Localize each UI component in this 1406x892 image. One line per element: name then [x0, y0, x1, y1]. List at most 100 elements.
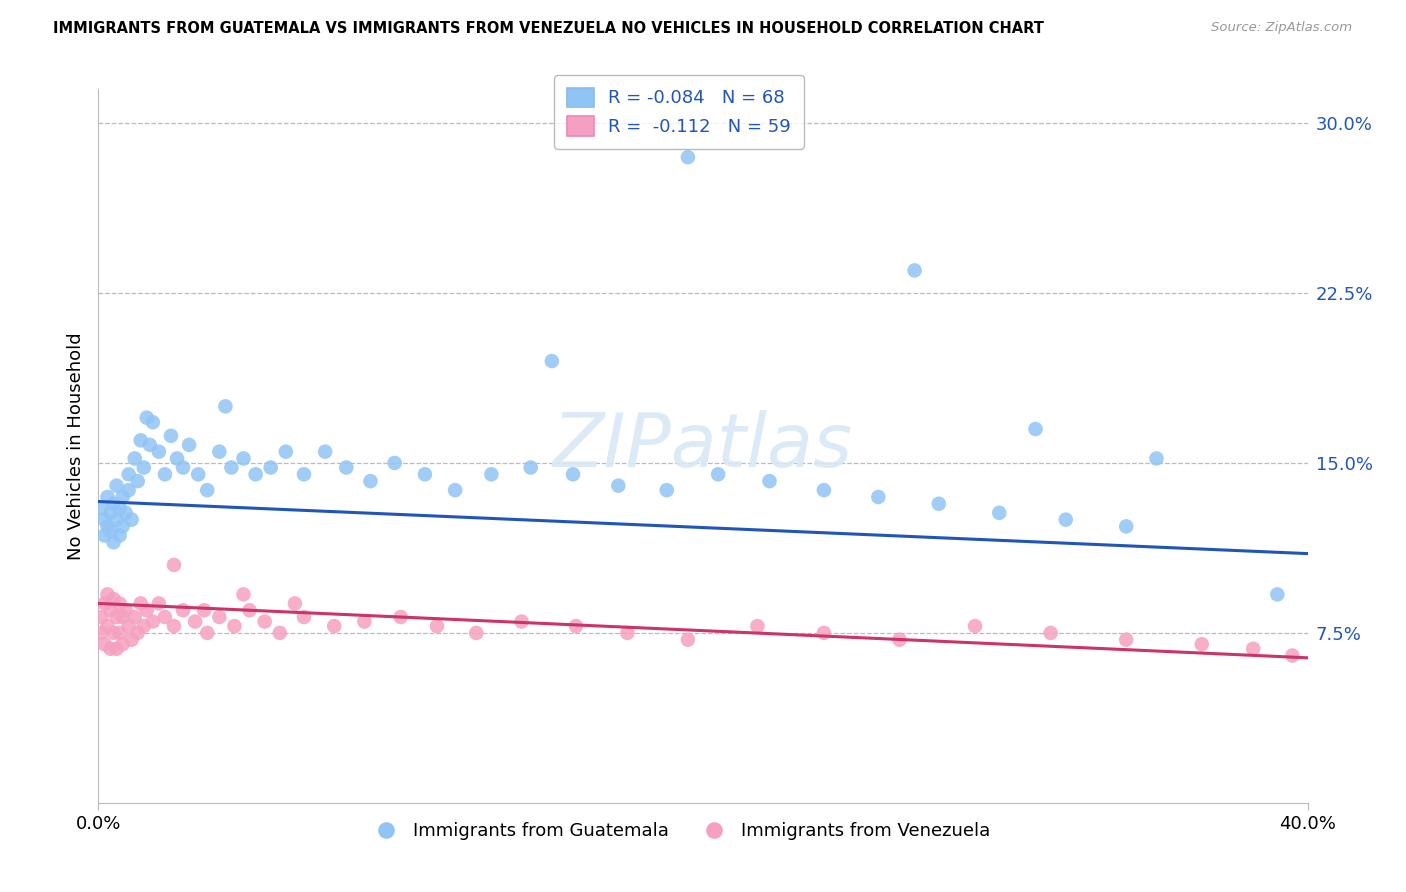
Point	[103, 497, 125, 511]
Point	[118, 467, 141, 482]
Point	[260, 460, 283, 475]
Point	[132, 460, 155, 475]
Point	[103, 626, 125, 640]
Point	[384, 456, 406, 470]
Point	[1039, 626, 1062, 640]
Point	[93, 528, 115, 542]
Point	[111, 519, 134, 533]
Point	[1115, 632, 1137, 647]
Point	[105, 478, 128, 492]
Point	[1144, 451, 1167, 466]
Point	[1241, 641, 1264, 656]
Legend: Immigrants from Guatemala, Immigrants from Venezuela: Immigrants from Guatemala, Immigrants fr…	[360, 815, 997, 847]
Text: ZIPatlas: ZIPatlas	[553, 410, 853, 482]
Point	[1191, 637, 1213, 651]
Point	[96, 619, 118, 633]
Point	[245, 467, 267, 482]
Point	[90, 626, 112, 640]
Point	[360, 474, 382, 488]
Point	[565, 619, 588, 633]
Point	[142, 615, 165, 629]
Y-axis label: No Vehicles in Household: No Vehicles in Household	[66, 332, 84, 560]
Point	[90, 501, 112, 516]
Point	[163, 558, 186, 572]
Text: IMMIGRANTS FROM GUATEMALA VS IMMIGRANTS FROM VENEZUELA NO VEHICLES IN HOUSEHOLD : IMMIGRANTS FROM GUATEMALA VS IMMIGRANTS …	[53, 21, 1045, 37]
Point	[100, 524, 122, 538]
Point	[232, 451, 254, 466]
Point	[148, 444, 170, 458]
Point	[121, 513, 143, 527]
Point	[139, 438, 162, 452]
Point	[114, 506, 136, 520]
Point	[103, 535, 125, 549]
Point	[747, 619, 769, 633]
Point	[121, 632, 143, 647]
Point	[108, 501, 131, 516]
Point	[292, 467, 315, 482]
Point	[1267, 587, 1289, 601]
Point	[1054, 513, 1077, 527]
Point	[118, 619, 141, 633]
Point	[100, 603, 122, 617]
Point	[124, 610, 146, 624]
Point	[124, 451, 146, 466]
Point	[100, 506, 122, 520]
Point	[129, 597, 152, 611]
Point	[195, 483, 218, 498]
Point	[208, 444, 231, 458]
Point	[465, 626, 488, 640]
Point	[166, 451, 188, 466]
Point	[1357, 581, 1379, 595]
Point	[284, 597, 307, 611]
Point	[413, 467, 436, 482]
Point	[153, 610, 176, 624]
Point	[111, 610, 134, 624]
Point	[221, 460, 243, 475]
Point	[232, 587, 254, 601]
Point	[269, 626, 291, 640]
Point	[96, 519, 118, 533]
Point	[676, 150, 699, 164]
Point	[179, 438, 201, 452]
Point	[889, 632, 911, 647]
Point	[813, 483, 835, 498]
Text: Source: ZipAtlas.com: Source: ZipAtlas.com	[1212, 21, 1353, 35]
Point	[607, 478, 630, 492]
Point	[904, 263, 927, 277]
Point	[90, 610, 112, 624]
Point	[1115, 519, 1137, 533]
Point	[481, 467, 503, 482]
Point	[96, 587, 118, 601]
Point	[239, 603, 262, 617]
Point	[172, 603, 194, 617]
Point	[562, 467, 585, 482]
Point	[135, 410, 157, 425]
Point	[111, 637, 134, 651]
Point	[389, 610, 412, 624]
Point	[707, 467, 730, 482]
Point	[868, 490, 890, 504]
Point	[160, 429, 183, 443]
Point	[224, 619, 246, 633]
Point	[214, 400, 236, 414]
Point	[108, 597, 131, 611]
Point	[426, 619, 449, 633]
Point	[132, 619, 155, 633]
Point	[111, 490, 134, 504]
Point	[135, 603, 157, 617]
Point	[1281, 648, 1303, 663]
Point	[118, 483, 141, 498]
Point	[208, 610, 231, 624]
Point	[148, 597, 170, 611]
Point	[323, 619, 346, 633]
Point	[103, 591, 125, 606]
Point	[195, 626, 218, 640]
Point	[93, 637, 115, 651]
Point	[142, 415, 165, 429]
Point	[540, 354, 562, 368]
Point	[813, 626, 835, 640]
Point	[758, 474, 780, 488]
Point	[163, 619, 186, 633]
Point	[616, 626, 638, 640]
Point	[444, 483, 467, 498]
